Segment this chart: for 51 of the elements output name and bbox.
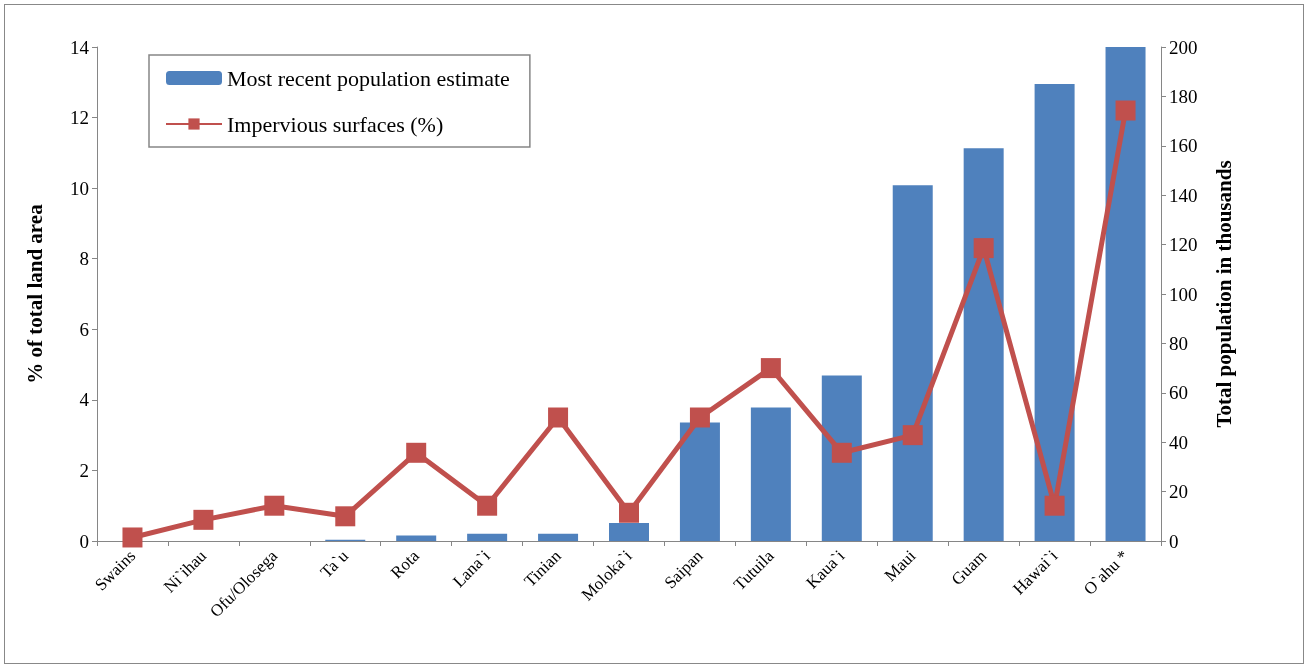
y2-tick-label: 80 (1169, 332, 1188, 354)
x-tick-label: Ta`u (316, 545, 353, 582)
point (335, 506, 356, 527)
bar (1105, 47, 1146, 541)
y-tick-label: 12 (70, 107, 89, 129)
bar (1034, 84, 1075, 541)
point (1115, 100, 1136, 121)
y2-tick-label: 200 (1169, 36, 1198, 58)
bar (750, 407, 791, 541)
bar (467, 533, 508, 541)
y-axis-title: % of total land area (22, 203, 47, 384)
y-tick-label: 8 (79, 248, 89, 270)
y-tick-label: 14 (70, 36, 90, 58)
bar (609, 522, 649, 541)
y2-tick-label: 140 (1169, 184, 1198, 206)
y2-tick-label: 120 (1169, 234, 1198, 256)
y-tick-label: 6 (79, 318, 89, 340)
bar (679, 422, 720, 541)
point (831, 442, 852, 463)
point (760, 358, 781, 379)
point (122, 527, 143, 548)
y2-tick-label: 20 (1169, 481, 1188, 503)
y2-tick-label: 180 (1169, 85, 1198, 107)
y2-tick-label: 0 (1169, 530, 1179, 552)
bar (538, 533, 579, 541)
y-tick-label: 2 (79, 459, 89, 481)
point (689, 407, 710, 428)
point (264, 495, 285, 516)
legend-label: Most recent population estimate (227, 65, 510, 91)
point (902, 425, 923, 446)
point (193, 509, 214, 530)
point (1044, 495, 1065, 516)
y2-tick-label: 160 (1169, 135, 1198, 157)
y2-axis-title: Total population in thousands (1211, 160, 1236, 428)
y-tick-label: 10 (70, 177, 89, 199)
bar (821, 375, 862, 541)
point (548, 407, 569, 428)
point (619, 502, 639, 523)
y2-tick-label: 60 (1169, 382, 1188, 404)
y2-tick-label: 100 (1169, 283, 1198, 305)
y-tick-label: 4 (79, 389, 90, 411)
point (973, 238, 994, 259)
bar (396, 535, 437, 541)
point (406, 442, 427, 463)
y2-tick-label: 40 (1169, 431, 1188, 453)
bar (892, 185, 933, 541)
bar (963, 148, 1004, 541)
y-tick-label: 0 (79, 530, 89, 552)
x-tick-label: Rota (386, 545, 424, 583)
legend-label: Impervious surfaces (%) (227, 111, 444, 137)
point (477, 495, 498, 516)
